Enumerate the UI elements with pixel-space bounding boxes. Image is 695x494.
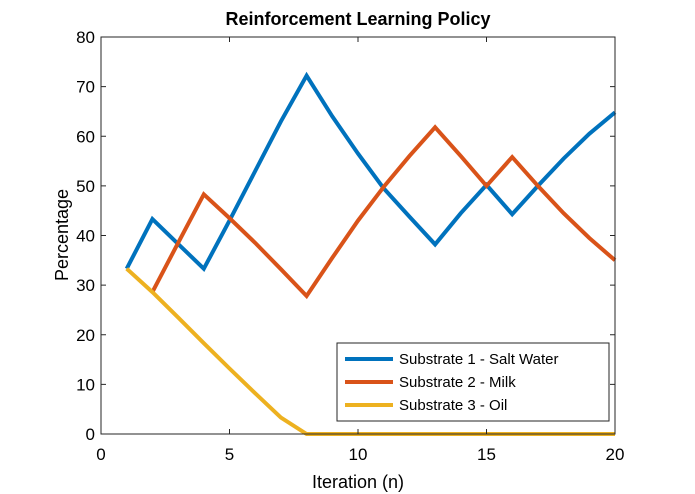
legend: Substrate 1 - Salt Water Substrate 2 - Mi…	[336, 342, 610, 422]
axes: 0 5 10 15 20 0 10 20 30 40 50 60 70 80	[76, 28, 624, 464]
y-tick-label: 80	[76, 28, 95, 47]
x-tick-label: 15	[477, 445, 496, 464]
legend-label-1: Substrate 1 - Salt Water	[399, 351, 559, 368]
legend-label-3: Substrate 3 - Oil	[399, 397, 507, 414]
x-tick-label: 0	[96, 445, 105, 464]
y-tick-label: 60	[76, 127, 95, 146]
series-line-1	[124, 71, 617, 272]
y-tick-label: 0	[86, 425, 95, 444]
chart-title: Reinforcement Learning Policy	[225, 9, 490, 29]
x-tick-label: 5	[225, 445, 234, 464]
y-tick-label: 50	[76, 177, 95, 196]
series-line-2	[150, 124, 617, 300]
y-tick-label: 40	[76, 227, 95, 246]
x-tick-label: 10	[349, 445, 368, 464]
y-tick-label: 20	[76, 326, 95, 345]
y-tick-label: 10	[76, 375, 95, 394]
y-tick-label: 70	[76, 78, 95, 97]
x-axis-label: Iteration (n)	[312, 472, 404, 492]
legend-label-2: Substrate 2 - Milk	[399, 374, 516, 391]
y-tick-label: 30	[76, 276, 95, 295]
y-axis-label: Percentage	[52, 189, 72, 281]
x-tick-label: 20	[606, 445, 625, 464]
